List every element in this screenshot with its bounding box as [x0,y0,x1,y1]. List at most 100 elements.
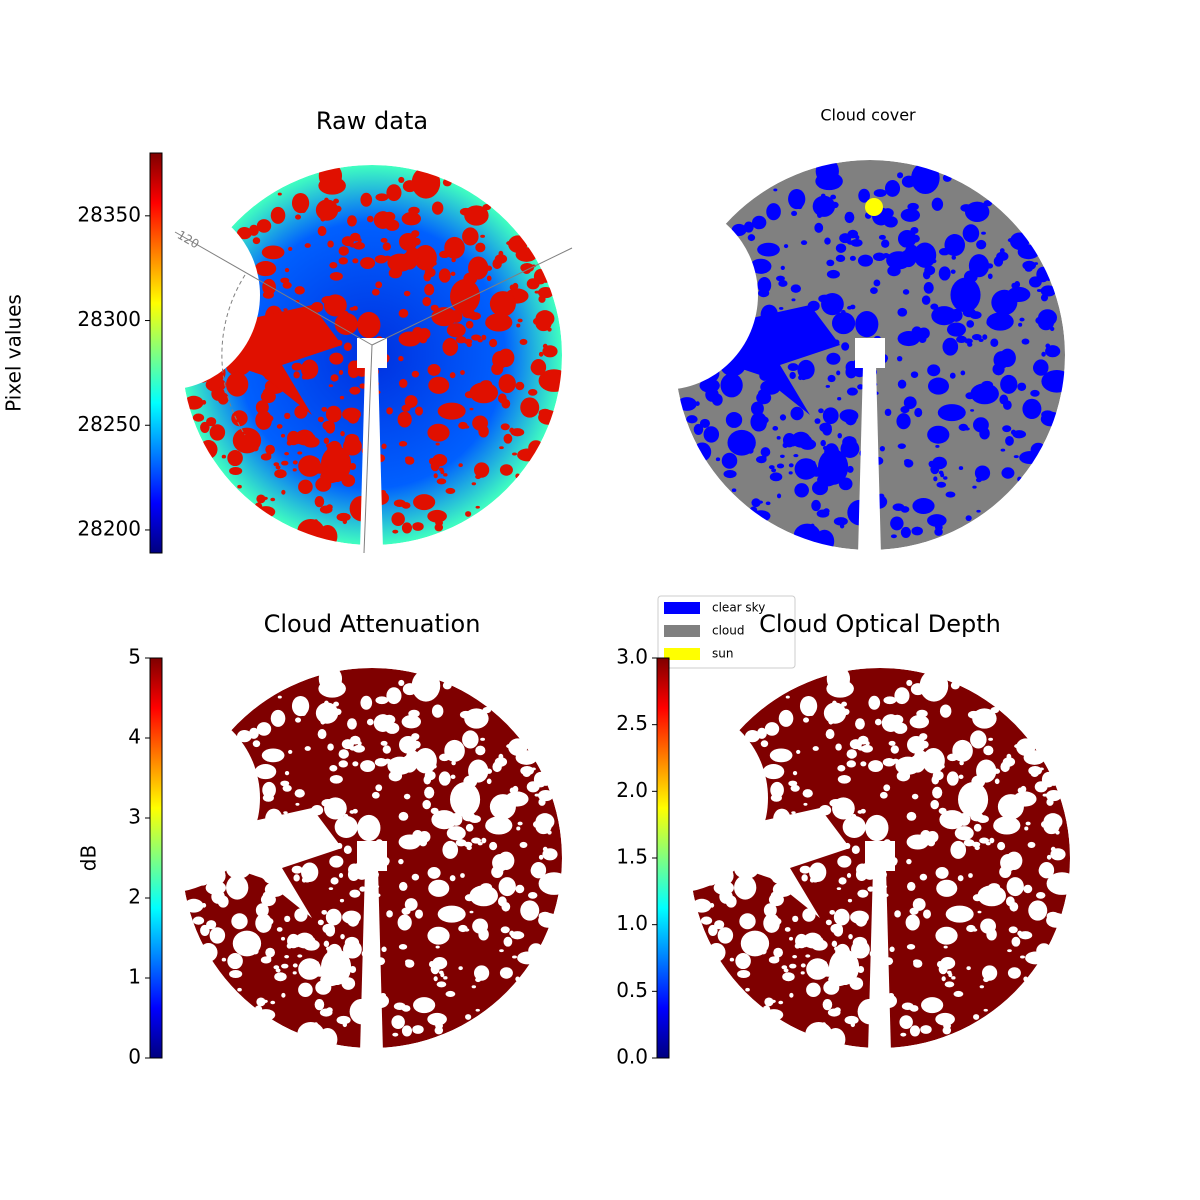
cloud-blob [336,356,341,362]
cloud-blob [939,764,945,769]
colorbar-tick-label: 28350 [77,202,141,226]
cloud-blob [538,913,559,928]
cloud-blob [951,255,957,260]
cloud-blob [997,841,1006,851]
cloud-blob [809,877,815,883]
cloud-blob [535,813,555,830]
cloud-blob [705,387,715,395]
cloud-blob [516,826,521,831]
cloud-blob [280,277,290,284]
cloud-blob [939,704,952,718]
cloud-blob [906,920,917,927]
cloud-blob [442,840,459,859]
cloud-blob [209,927,226,944]
cloud-blob [471,837,482,844]
cloud-blob [764,997,774,1007]
cloud-blob [884,180,901,197]
cloud-blob [374,255,388,264]
cloud-blob [200,421,210,434]
cloud-blob [792,915,799,922]
cloud-blob [315,702,339,724]
cloud-blob [927,425,950,444]
cloud-blob [938,247,950,256]
cloud-blob [187,355,192,360]
cloud-blob [347,215,357,227]
cloud-blob [833,356,838,362]
cloud-blob [538,798,546,806]
cloud-blob [867,886,875,892]
cloud-blob [445,487,456,495]
cloud-blob [963,839,975,847]
cloud-blob [360,257,376,270]
cloud-blob [980,918,996,934]
cloud-blob [430,964,440,975]
cloud-blob [301,359,319,379]
cloud-blob [1002,400,1012,410]
cloud-blob [855,311,879,338]
cloud-blob [427,509,447,523]
cloud-blob [996,251,1009,262]
cloud-blob [277,695,282,699]
cloud-blob [946,970,952,975]
cloud-blob [839,409,859,423]
polar-axis-line [174,231,373,346]
cloud-blob [338,760,348,768]
cloud-blob [469,407,474,411]
cloud-blob [206,417,217,427]
cloud-blob [450,782,481,817]
cloud-blob [1025,821,1031,826]
cloud-blob [382,745,391,754]
cloud-blob [463,272,478,285]
cloud-blob [1023,976,1028,982]
cloud-blob [809,862,827,882]
cloud-blob [919,873,928,881]
colorbar-tick-label: 2.0 [616,778,648,802]
cloud-blob [1022,242,1027,248]
cloud-blob [519,338,528,345]
cloud-blob [403,793,411,800]
cloud-blob [338,246,349,256]
cloud-blob [801,940,809,948]
cloud-blob [219,743,228,749]
cloud-blob [213,324,218,330]
cloud-blob [768,893,784,907]
cloud-blob [874,335,881,341]
cloud-blob [469,910,474,914]
cloud-blob [972,485,977,489]
cloud-blob [831,940,838,947]
cloud-blob [199,439,218,459]
cloud-blob [317,226,327,237]
cloud-blob [855,235,860,240]
cloud-blob [401,212,421,226]
cloud-blob [281,992,286,998]
cloud-blob [811,499,821,512]
cloud-blob [255,913,272,933]
cloud-blob [427,926,450,945]
cloud-blob [906,834,929,850]
cloud-blob [314,999,325,1011]
cloud-blob [699,418,710,428]
cloud-blob [530,956,536,961]
cloud-blob [981,965,998,981]
legend-swatch [664,648,700,660]
cloud-blob [792,770,798,776]
cloud-blob [401,1005,411,1012]
cloud-blob [433,473,438,479]
cloud-blob [832,700,837,706]
cloud-blob [411,873,420,881]
cloud-blob [922,748,945,774]
cloud-blob [733,430,741,439]
cloud-blob [770,999,776,1003]
cloud-blob [1007,967,1021,979]
cloud-blob [542,345,558,358]
cloud-blob [700,865,720,886]
cloud-blob [430,807,439,815]
cloud-blob [844,1015,859,1025]
cloud-blob [800,240,808,246]
cloud-blob [398,331,421,347]
colorbar-tick-label: 2.5 [616,711,648,735]
cloud-blob [976,815,989,824]
cloud-blob [823,508,830,514]
cloud-blob [827,706,834,713]
cloud-blob [714,920,725,930]
